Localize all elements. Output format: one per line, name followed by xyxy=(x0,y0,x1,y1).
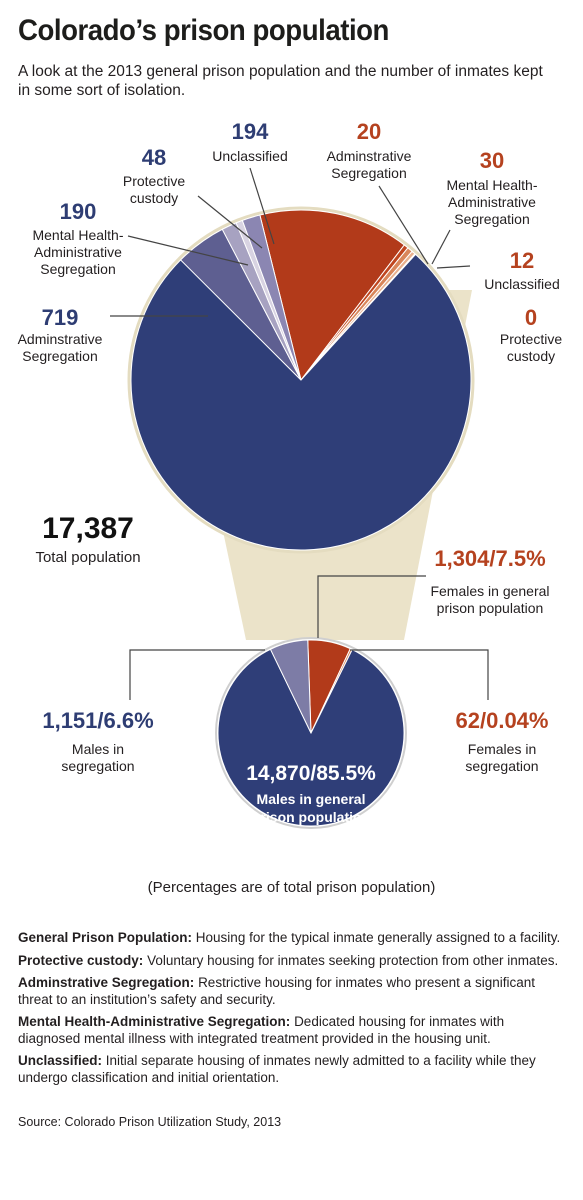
zoom-pie-labels: 194 Unclassified 48 Protective custody 1… xyxy=(18,119,563,364)
text-female-mh-3: Segregation xyxy=(454,211,530,227)
text-male-mh-2: Administrative xyxy=(34,244,122,260)
slice-female-general xyxy=(259,209,406,382)
text-protective: Voluntary housing for inmates seeking pr… xyxy=(147,952,559,968)
slice-males-general xyxy=(217,648,405,827)
definition-general: General Prison Population: Housing for t… xyxy=(18,930,568,947)
text-males-seg-2: segregation xyxy=(61,758,134,774)
source-note: Source: Colorado Prison Utilization Stud… xyxy=(18,1115,282,1129)
leader-12 xyxy=(436,265,471,269)
text-male-protective-1: Protective xyxy=(123,173,185,189)
value-males-segregation: 1,151/6.6% xyxy=(42,708,153,733)
page-title: Colorado’s prison population xyxy=(18,14,389,47)
text-females-general-1: Females in general xyxy=(430,583,549,599)
text-male-admin-1: Adminstrative xyxy=(18,331,103,347)
slice-male-unclassified xyxy=(241,214,302,381)
leader-1304 xyxy=(317,575,426,638)
text-male-admin-2: Segregation xyxy=(22,348,98,364)
value-male-protective: 48 xyxy=(142,145,166,170)
term-mh-admin-seg: Mental Health-Administrative Segregation… xyxy=(18,1014,291,1029)
slice-males-segregation xyxy=(269,639,312,734)
text-female-mh-1: Mental Health- xyxy=(446,177,537,193)
label-females-general: 1,304/7.5% Females in general prison pop… xyxy=(430,546,549,616)
leader-lines xyxy=(110,167,489,700)
text-female-protective-2: custody xyxy=(507,348,555,364)
leader-62 xyxy=(350,649,489,700)
label-female-protective: 0 Protective custody xyxy=(500,305,562,364)
leader-20 xyxy=(378,185,429,265)
definition-admin-seg: Adminstrative Segregation: Restrictive h… xyxy=(18,975,568,1008)
label-males-segregation: 1,151/6.6% Males in segregation xyxy=(42,708,153,774)
label-male-protective: 48 Protective custody xyxy=(123,145,185,206)
label-male-admin-seg: 719 Adminstrative Segregation xyxy=(18,305,103,364)
text-mh-admin-seg: Dedicated housing for inmates with diagn… xyxy=(18,1014,505,1046)
term-protective: Protective custody: xyxy=(18,952,144,968)
value-male-admin-seg: 719 xyxy=(42,305,79,330)
value-female-unclassified: 12 xyxy=(510,248,534,273)
label-male-unclassified: 194 Unclassified xyxy=(212,119,287,164)
value-females-segregation: 62/0.04% xyxy=(456,708,549,733)
text-females-seg-1: Females in xyxy=(468,741,536,757)
text-males-general-2: prison population xyxy=(252,809,370,825)
total-population: 17,387 Total population xyxy=(35,512,140,566)
leader-48 xyxy=(197,195,263,249)
label-males-general: 14,870/85.5% Males in general prison pop… xyxy=(246,762,376,825)
text-male-mh-1: Mental Health- xyxy=(32,227,123,243)
page-subtitle: A look at the 2013 general prison popula… xyxy=(18,63,543,99)
text-males-general-1: Males in general xyxy=(257,791,366,807)
value-female-admin-seg: 20 xyxy=(357,119,381,144)
leader-194 xyxy=(249,167,275,245)
total-label: Total population xyxy=(35,549,140,566)
definition-protective: Protective custody: Voluntary housing fo… xyxy=(18,953,568,970)
leader-1151 xyxy=(129,649,265,700)
text-males-seg-1: Males in xyxy=(72,741,124,757)
text-male-protective-2: custody xyxy=(130,190,178,206)
text-general: Housing for the typical inmate generally… xyxy=(195,930,561,945)
term-admin-seg: Adminstrative Segregation: xyxy=(18,975,195,990)
label-female-unclassified: 12 Unclassified xyxy=(484,248,559,292)
value-male-mh-admin-seg: 190 xyxy=(60,199,97,224)
leader-30 xyxy=(431,229,451,265)
text-female-protective-1: Protective xyxy=(500,331,562,347)
definition-mh-admin-seg: Mental Health-Administrative Segregation… xyxy=(18,1014,568,1047)
label-female-mh-admin-seg: 30 Mental Health- Administrative Segrega… xyxy=(446,148,537,227)
overall-pie xyxy=(217,639,405,827)
percent-note: (Percentages are of total prison populat… xyxy=(147,879,436,896)
text-female-mh-2: Administrative xyxy=(448,194,536,210)
definitions: General Prison Population: Housing for t… xyxy=(18,930,568,1092)
slice-male-general xyxy=(130,253,472,551)
definition-unclassified: Unclassified: Initial separate housing o… xyxy=(18,1053,568,1086)
label-females-segregation: 62/0.04% Females in segregation xyxy=(456,708,549,774)
text-female-admin-2: Segregation xyxy=(331,165,407,181)
term-unclassified: Unclassified: xyxy=(18,1053,103,1068)
value-female-mh-admin-seg: 30 xyxy=(480,148,504,173)
text-admin-seg: Restrictive housing for inmates who pres… xyxy=(18,975,535,1007)
text-females-seg-2: segregation xyxy=(465,758,538,774)
text-female-admin-1: Adminstrative xyxy=(327,148,412,164)
leader-190 xyxy=(127,235,249,266)
value-male-unclassified: 194 xyxy=(232,119,269,144)
value-female-protective: 0 xyxy=(525,305,537,330)
text-male-unclassified: Unclassified xyxy=(212,148,287,164)
total-value: 17,387 xyxy=(42,512,134,545)
zoom-pie xyxy=(130,209,472,551)
text-females-general-2: prison population xyxy=(437,600,544,616)
overall-pie-labels: 1,304/7.5% Females in general prison pop… xyxy=(42,546,549,825)
value-females-general: 1,304/7.5% xyxy=(434,546,545,571)
pie-charts: 194 Unclassified 48 Protective custody 1… xyxy=(18,119,563,829)
text-female-unclassified: Unclassified xyxy=(484,276,559,292)
term-general: General Prison Population: xyxy=(18,930,193,945)
text-unclassified: Initial separate housing of inmates newl… xyxy=(18,1053,536,1085)
text-male-mh-3: Segregation xyxy=(40,261,116,277)
label-male-mh-admin-seg: 190 Mental Health- Administrative Segreg… xyxy=(32,199,123,277)
label-female-admin-seg: 20 Adminstrative Segregation xyxy=(327,119,412,181)
value-males-general: 14,870/85.5% xyxy=(246,762,376,785)
